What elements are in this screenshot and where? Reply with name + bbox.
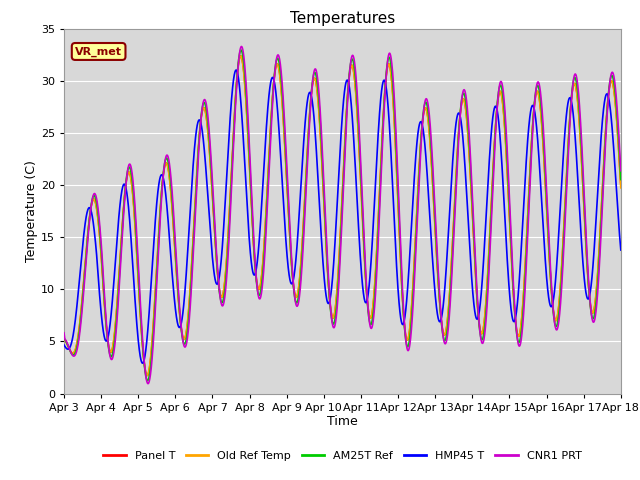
- Legend: Panel T, Old Ref Temp, AM25T Ref, HMP45 T, CNR1 PRT: Panel T, Old Ref Temp, AM25T Ref, HMP45 …: [99, 446, 586, 466]
- Text: VR_met: VR_met: [75, 47, 122, 57]
- Y-axis label: Temperature (C): Temperature (C): [25, 160, 38, 262]
- X-axis label: Time: Time: [327, 415, 358, 429]
- Title: Temperatures: Temperatures: [290, 11, 395, 26]
